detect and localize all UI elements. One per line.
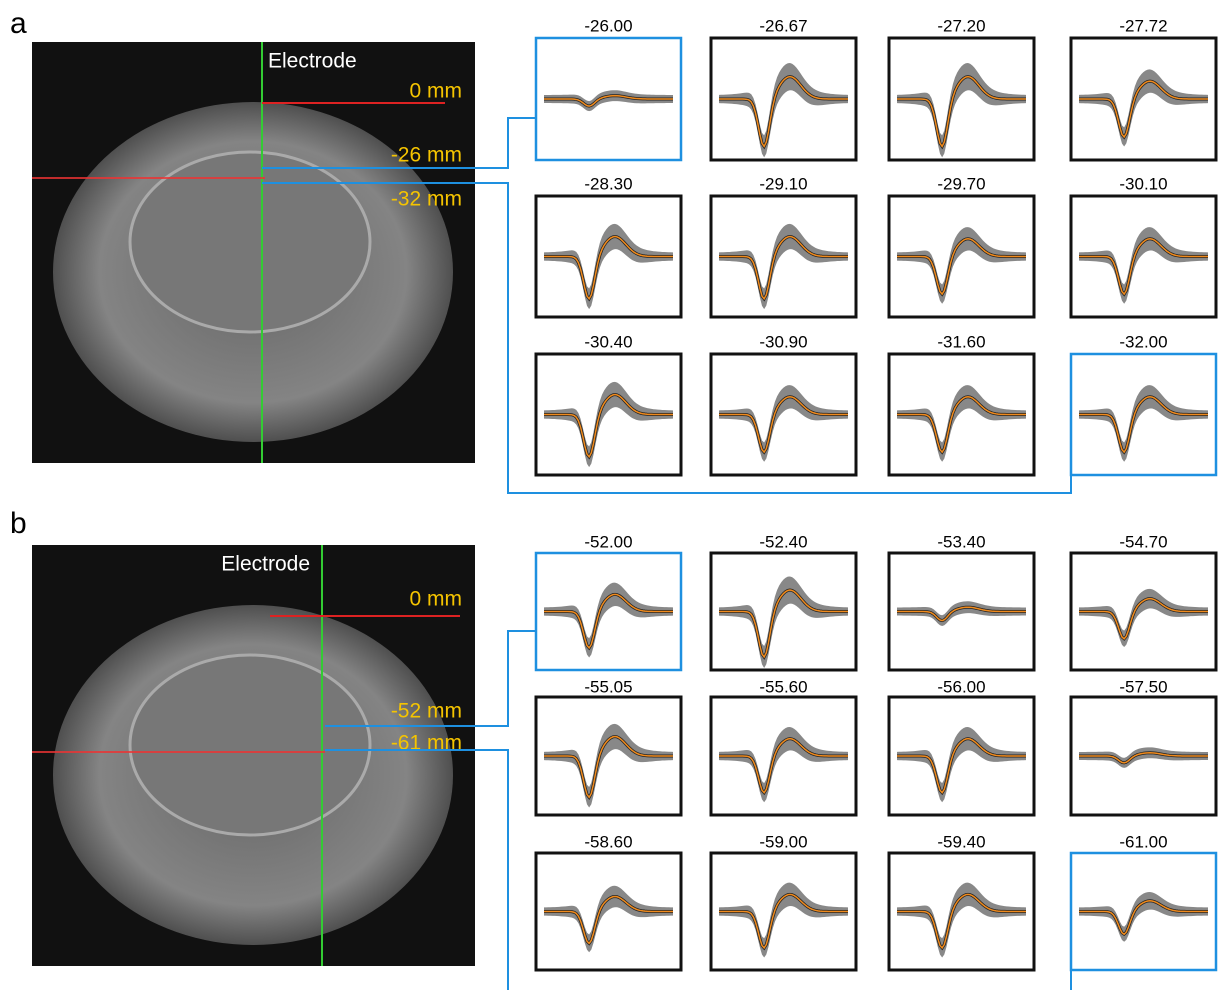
waveform-spread (1079, 69, 1208, 146)
waveform-depth: -59.40 (937, 832, 985, 851)
waveform-depth: -55.05 (584, 677, 632, 696)
waveform-spread (1079, 747, 1208, 768)
panel-label: a (10, 7, 27, 40)
waveform-spread (1079, 227, 1208, 304)
waveform-depth: -30.10 (1119, 174, 1167, 193)
waveform-spread (897, 227, 1026, 304)
depth-marker: -26 mm (391, 144, 462, 167)
waveform-depth: -61.00 (1119, 832, 1167, 851)
waveform-depth: -58.60 (584, 832, 632, 851)
waveform-depth: -32.00 (1119, 332, 1167, 351)
waveform-depth: -29.10 (759, 174, 807, 193)
waveform-depth: -52.00 (584, 532, 632, 551)
waveform-depth: -55.60 (759, 677, 807, 696)
waveform-spread (897, 601, 1026, 626)
waveform-spread (1079, 892, 1208, 942)
waveform-spread (1079, 589, 1208, 647)
waveform-depth: -27.72 (1119, 16, 1167, 35)
electrode-label: Electrode (268, 50, 357, 73)
waveform-spread (544, 224, 673, 309)
waveform-depth: -57.50 (1119, 677, 1167, 696)
waveform-depth: -59.00 (759, 832, 807, 851)
depth-marker: 0 mm (410, 80, 463, 103)
waveform-spread (1079, 385, 1208, 462)
waveform-spread (544, 886, 673, 952)
brain (130, 655, 370, 835)
waveform-spread (719, 224, 848, 309)
waveform-spread (719, 576, 848, 668)
waveform-spread (897, 883, 1026, 958)
waveform-spread (897, 63, 1026, 157)
waveform-depth: -31.60 (937, 332, 985, 351)
waveform-depth: -26.00 (584, 16, 632, 35)
waveform-spread (719, 727, 848, 802)
waveform-depth: -56.00 (937, 677, 985, 696)
figure: a Electrode 0 mm -26 mm -32 mm -26.00 -26.67 -2… (0, 0, 1222, 990)
waveform-depth: -52.40 (759, 532, 807, 551)
waveform-depth: -30.90 (759, 332, 807, 351)
waveform-spread (897, 385, 1026, 462)
waveform-spread (719, 63, 848, 157)
waveform-depth: -54.70 (1119, 532, 1167, 551)
waveform-depth: -29.70 (937, 174, 985, 193)
waveform-spread (544, 583, 673, 658)
waveform-depth: -30.40 (584, 332, 632, 351)
depth-marker: 0 mm (410, 588, 463, 611)
waveform-depth: -53.40 (937, 532, 985, 551)
waveform-depth: -26.67 (759, 16, 807, 35)
waveform-spread (544, 382, 673, 467)
waveform-depth: -27.20 (937, 16, 985, 35)
depth-marker: -32 mm (391, 188, 462, 211)
waveform-spread (719, 385, 848, 462)
waveform-spread (897, 727, 1026, 802)
electrode-label: Electrode (221, 553, 310, 576)
waveform-spread (544, 90, 673, 111)
depth-marker: -52 mm (391, 700, 462, 723)
waveform-spread (719, 883, 848, 958)
waveform-depth: -28.30 (584, 174, 632, 193)
waveform-spread (544, 724, 673, 808)
panel-label: b (10, 507, 27, 540)
depth-marker: -61 mm (391, 732, 462, 755)
